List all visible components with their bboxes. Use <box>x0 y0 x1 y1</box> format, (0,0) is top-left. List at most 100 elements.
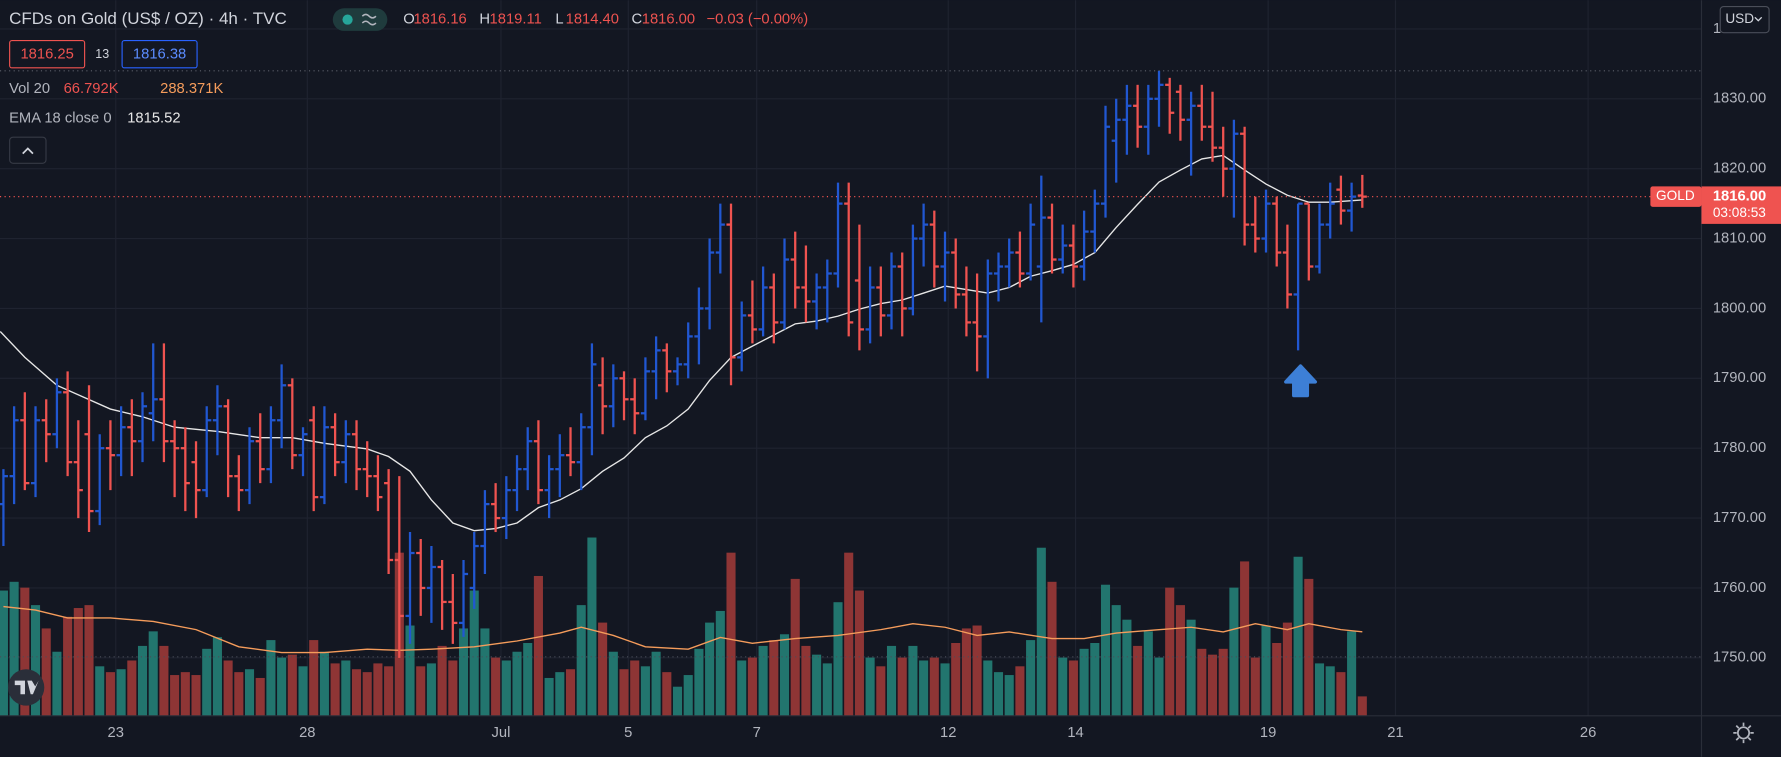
y-tick-label: 1800.00 <box>1713 300 1766 316</box>
volume-bar <box>266 640 276 716</box>
volume-bar <box>159 645 169 716</box>
volume-bar <box>1165 587 1175 716</box>
volume-bar <box>961 628 971 716</box>
volume-bar <box>951 642 961 716</box>
ema-line <box>0 154 1363 532</box>
volume-bar <box>651 651 661 716</box>
volume-bar <box>309 640 319 716</box>
volume-bar <box>480 628 490 716</box>
vol-value: 66.792K <box>64 81 119 97</box>
volume-bar <box>1325 666 1335 716</box>
up-arrow <box>1284 364 1318 398</box>
x-tick-label: 7 <box>753 725 761 741</box>
volume-bar <box>458 628 469 716</box>
ask: 1816.38 <box>133 47 186 63</box>
volume-bar <box>694 648 704 716</box>
volume-bar <box>1004 675 1014 716</box>
volume-bar <box>127 660 137 716</box>
ohlc-value: 1819.11 <box>490 11 542 27</box>
volume-bar <box>1079 648 1089 716</box>
volume-bar <box>1293 556 1303 716</box>
volume-bar <box>619 669 629 716</box>
volume-bar <box>426 663 436 716</box>
volume-bar <box>1036 547 1046 716</box>
volume-bar <box>1229 587 1239 716</box>
y-tick-label: 1750.00 <box>1713 650 1766 666</box>
bid-box[interactable] <box>9 40 86 69</box>
volume-bar <box>972 625 982 716</box>
volume-bar <box>929 657 939 716</box>
volume-bar <box>1261 625 1271 716</box>
volume-bar <box>576 605 586 716</box>
volume-bar <box>1347 631 1357 716</box>
y-tick-label: 1770.00 <box>1713 510 1766 526</box>
volume-bar <box>737 660 747 716</box>
spread: 13 <box>95 47 109 61</box>
indicator-lines <box>0 70 1702 654</box>
volume-bar <box>758 645 768 716</box>
volume-bar <box>1314 663 1325 716</box>
status-dot <box>342 14 353 25</box>
ask-box[interactable] <box>121 40 198 69</box>
volume-bar <box>790 578 800 716</box>
volume-bar <box>41 628 51 716</box>
volume-bar <box>73 608 83 716</box>
volume-bar <box>854 590 864 716</box>
volume-bar <box>1154 657 1164 716</box>
volume-bar <box>897 657 907 716</box>
volume-bar <box>801 645 811 716</box>
ohlc-letter: C <box>632 11 643 27</box>
volume-bar <box>833 602 843 716</box>
volume-bar <box>1218 648 1228 716</box>
price-tag-symbol-box <box>1650 186 1702 207</box>
ema-label: EMA 18 close 0 <box>9 110 112 126</box>
ohlc-value: 1816.00 <box>642 11 695 27</box>
status-toggle[interactable] <box>332 8 388 31</box>
volume-bar <box>1100 584 1111 716</box>
volume-bar <box>555 672 565 716</box>
volume-bar <box>212 637 222 716</box>
volume-bar <box>255 677 265 716</box>
volume-bar <box>886 645 897 716</box>
volume-bar <box>298 666 308 716</box>
volume-bar <box>9 581 19 716</box>
volume-bar <box>1207 654 1218 716</box>
volume-bar <box>416 666 426 716</box>
volume-bar <box>330 663 340 716</box>
volume-bar <box>116 669 126 716</box>
logo[interactable] <box>7 669 45 706</box>
volume-bar <box>544 677 554 716</box>
volume-bar <box>20 587 30 716</box>
volume-bar <box>384 666 394 716</box>
price-tag-countdown: 03:08:53 <box>1713 205 1766 220</box>
settings-teeth <box>1733 722 1754 744</box>
volume-bar <box>223 660 233 716</box>
volume-bar <box>565 669 576 716</box>
volume-ma-line <box>3 605 1363 654</box>
volume-bar <box>993 672 1004 716</box>
x-tick-label: 19 <box>1260 725 1276 741</box>
currency-button[interactable] <box>1719 5 1770 34</box>
volume-bar <box>405 625 415 716</box>
volume-bar <box>148 631 158 716</box>
ema-value: 1815.52 <box>127 110 180 126</box>
volume-bar <box>747 657 757 716</box>
settings-icon[interactable] <box>1733 722 1754 744</box>
volume-bar <box>1143 631 1153 716</box>
volume-bar <box>715 610 725 716</box>
collapse-button[interactable] <box>9 136 47 164</box>
price-bars <box>0 70 1367 658</box>
volume-bar <box>341 660 351 716</box>
volume-bar <box>587 537 597 716</box>
ohlc-letter: O <box>403 11 414 27</box>
price-tag-box <box>1701 186 1781 224</box>
y-tick-label: 1790.00 <box>1713 370 1766 386</box>
logo-mark <box>14 680 39 695</box>
status-icon <box>361 13 377 26</box>
volume-bar <box>662 672 672 716</box>
volume-bar <box>1282 622 1292 716</box>
volume-bar <box>1111 605 1121 716</box>
volume-bar <box>1304 578 1314 716</box>
price-tag-price: 1816.00 <box>1713 189 1766 205</box>
